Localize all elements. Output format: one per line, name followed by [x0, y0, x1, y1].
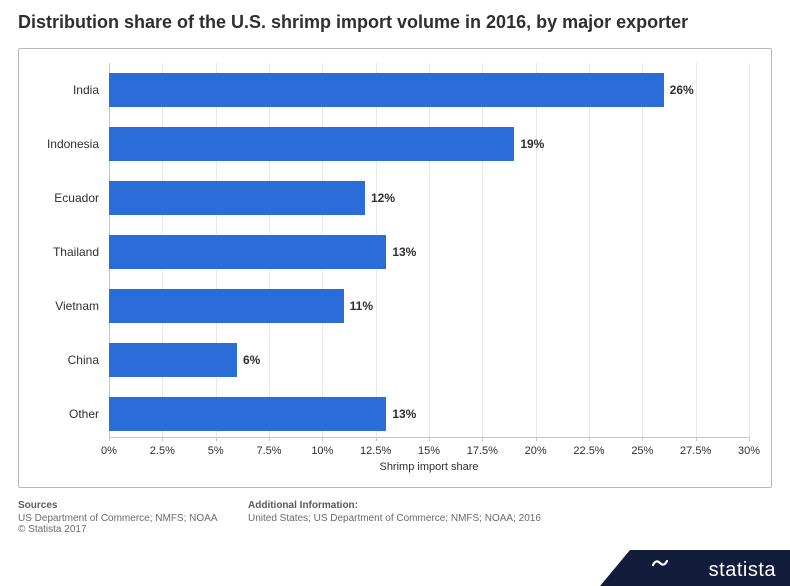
additional-heading: Additional Information:: [248, 500, 541, 511]
sources-line: US Department of Commerce; NMFS; NOAA: [18, 513, 218, 524]
x-tick-label: 15%: [418, 445, 440, 457]
x-axis-title: Shrimp import share: [379, 461, 478, 473]
bar: [109, 181, 365, 215]
logo-triangle: [600, 550, 630, 586]
x-tick-mark: [536, 437, 537, 441]
x-tick-label: 17.5%: [467, 445, 498, 457]
sources-heading: Sources: [18, 500, 218, 511]
x-tick-label: 25%: [631, 445, 653, 457]
x-tick-label: 12.5%: [360, 445, 391, 457]
footer-additional: Additional Information: United States; U…: [248, 500, 541, 524]
chart-area: India26%Indonesia19%Ecuador12%Thailand13…: [18, 48, 772, 488]
chart-container: Distribution share of the U.S. shrimp im…: [0, 0, 790, 586]
x-tick-mark: [162, 437, 163, 441]
x-tick-label: 22.5%: [573, 445, 604, 457]
x-tick-label: 0%: [101, 445, 117, 457]
bar-value-label: 13%: [392, 407, 416, 421]
x-tick-mark: [109, 437, 110, 441]
bar-value-label: 11%: [350, 299, 373, 313]
statista-logo: statista: [630, 550, 790, 586]
bar: [109, 289, 344, 323]
category-label: Thailand: [53, 245, 99, 259]
sources-line: © Statista 2017: [18, 524, 218, 535]
x-tick-mark: [696, 437, 697, 441]
gridline: [749, 63, 750, 441]
x-tick-mark: [429, 437, 430, 441]
x-axis: Shrimp import share 0%2.5%5%7.5%10%12.5%…: [109, 441, 749, 481]
bar-value-label: 19%: [520, 137, 544, 151]
bar-row: China6%: [109, 333, 749, 387]
x-tick-mark: [216, 437, 217, 441]
category-label: Other: [69, 407, 99, 421]
x-tick-mark: [589, 437, 590, 441]
bar-row: Thailand13%: [109, 225, 749, 279]
category-label: Indonesia: [47, 137, 99, 151]
bar-value-label: 12%: [371, 191, 395, 205]
x-tick-mark: [749, 437, 750, 441]
category-label: China: [68, 353, 99, 367]
bar: [109, 235, 386, 269]
bar: [109, 127, 514, 161]
chart-title: Distribution share of the U.S. shrimp im…: [0, 0, 790, 41]
bar-row: Indonesia19%: [109, 117, 749, 171]
x-tick-label: 2.5%: [150, 445, 175, 457]
x-tick-mark: [482, 437, 483, 441]
bar-row: Ecuador12%: [109, 171, 749, 225]
x-tick-label: 10%: [311, 445, 333, 457]
bar: [109, 343, 237, 377]
bar-value-label: 26%: [670, 83, 694, 97]
bar-value-label: 6%: [243, 353, 260, 367]
x-tick-mark: [642, 437, 643, 441]
bar-row: India26%: [109, 63, 749, 117]
x-tick-label: 20%: [525, 445, 547, 457]
logo-text: statista: [709, 559, 776, 582]
bar-value-label: 13%: [392, 245, 416, 259]
category-label: Vietnam: [55, 299, 99, 313]
footer-sources: Sources US Department of Commerce; NMFS;…: [18, 500, 218, 535]
bar: [109, 73, 664, 107]
bar-row: Vietnam11%: [109, 279, 749, 333]
x-tick-label: 7.5%: [256, 445, 281, 457]
category-label: Ecuador: [54, 191, 99, 205]
bar-row: Other13%: [109, 387, 749, 441]
x-tick-label: 5%: [208, 445, 224, 457]
wave-icon: [652, 555, 668, 571]
x-tick-label: 27.5%: [680, 445, 711, 457]
category-label: India: [73, 83, 99, 97]
x-tick-label: 30%: [738, 445, 760, 457]
plot-region: India26%Indonesia19%Ecuador12%Thailand13…: [109, 63, 749, 441]
x-tick-mark: [376, 437, 377, 441]
x-tick-mark: [322, 437, 323, 441]
bar: [109, 397, 386, 431]
x-tick-mark: [269, 437, 270, 441]
additional-line: United States; US Department of Commerce…: [248, 513, 541, 524]
